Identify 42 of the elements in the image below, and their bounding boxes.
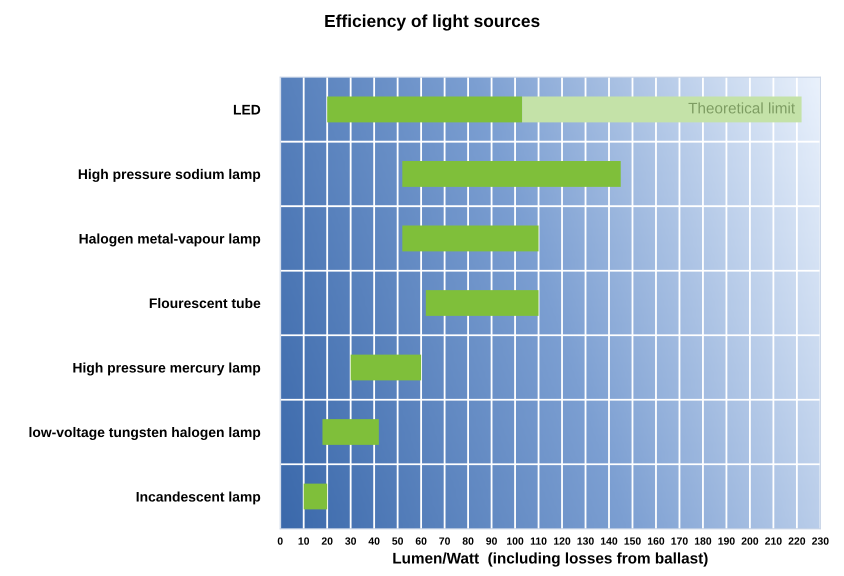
x-tick-label: 220	[788, 537, 806, 545]
bar	[322, 419, 379, 445]
x-tick-label: 120	[554, 537, 570, 545]
x-tick-label: 190	[718, 537, 735, 545]
bar	[304, 484, 328, 510]
y-tick-label: Flourescent tube	[150, 298, 260, 308]
bar	[522, 96, 802, 122]
series-label: Theoretical limit	[688, 102, 795, 114]
x-tick-label: 0	[278, 537, 283, 545]
x-tick-label: 130	[577, 537, 594, 545]
y-tick-label: Halogen metal-vapour lamp	[80, 233, 260, 246]
x-tick-label: 100	[507, 537, 524, 545]
y-tick-label: low-voltage tungsten halogen lamp	[29, 426, 260, 440]
x-tick-label: 170	[671, 537, 688, 545]
bar	[426, 290, 539, 316]
x-tick-label: 230	[812, 537, 829, 545]
x-tick-label: 80	[462, 537, 474, 545]
y-tick-label: LED	[234, 104, 260, 114]
x-tick-label: 200	[742, 537, 758, 545]
x-tick-label: 60	[416, 537, 426, 545]
bar	[327, 96, 522, 122]
x-tick-label: 90	[486, 537, 497, 545]
x-tick-label: 140	[600, 537, 618, 545]
x-tick-label: 110	[530, 537, 547, 545]
bar	[402, 226, 539, 252]
x-tick-label: 50	[392, 537, 403, 545]
chart-title: Efficiency of light sources	[325, 14, 540, 31]
x-axis-title: Lumen/Watt (including losses from ballast)	[393, 552, 708, 567]
y-tick-label: Incandescent lamp	[136, 491, 260, 504]
bar	[350, 354, 422, 380]
y-tick-label: High pressure mercury lamp	[73, 362, 260, 376]
bar	[402, 161, 621, 187]
x-tick-label: 210	[765, 537, 782, 545]
x-tick-label: 40	[368, 537, 380, 545]
x-tick-label: 160	[648, 537, 664, 545]
x-tick-label: 150	[624, 537, 641, 545]
x-tick-label: 70	[439, 537, 450, 545]
x-tick-label: 30	[345, 537, 356, 545]
x-tick-label: 180	[694, 537, 712, 545]
x-tick-label: 20	[322, 537, 333, 545]
y-tick-label: High pressure sodium lamp	[78, 168, 260, 182]
x-tick-label: 10	[298, 537, 310, 545]
